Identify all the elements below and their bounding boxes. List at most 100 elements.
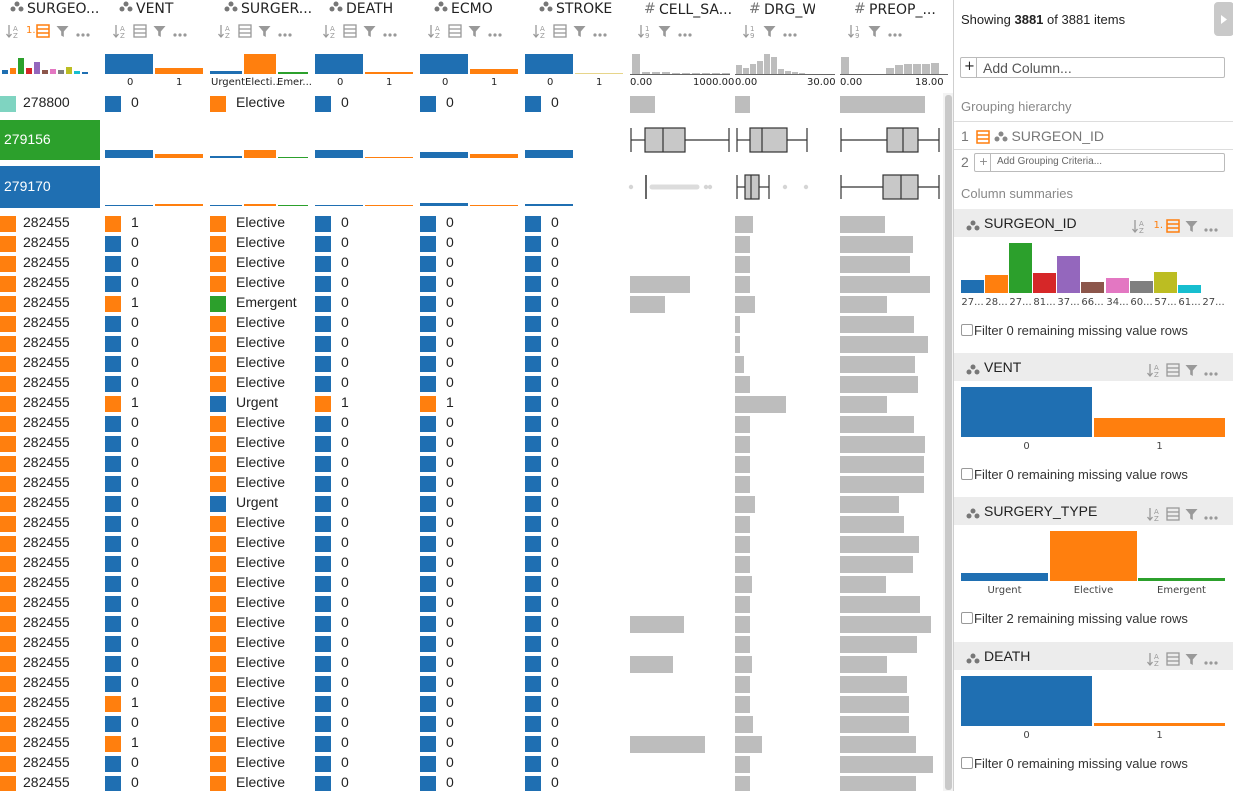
column-title[interactable]: STROKE — [539, 1, 631, 19]
histogram-bar[interactable] — [1130, 281, 1153, 293]
filter-icon[interactable] — [56, 23, 72, 39]
group-icon[interactable] — [1166, 651, 1182, 667]
table-row[interactable]: 282455 0 Elective 0 0 0 — [0, 373, 943, 393]
column-title[interactable]: # CELL_SA... — [644, 1, 738, 19]
more-icon[interactable] — [278, 23, 294, 39]
column-title[interactable]: DEATH — [329, 1, 421, 19]
add-grouping-input[interactable]: + Add Grouping Criteria... — [974, 153, 1225, 172]
column-title[interactable]: ECMO — [434, 1, 526, 19]
table-row[interactable]: 282455 1 Elective 0 0 0 — [0, 733, 943, 753]
histogram-bar[interactable] — [961, 676, 1092, 726]
column-title[interactable]: SURGEO... — [10, 1, 101, 19]
table-row[interactable]: 282455 0 Elective 0 0 0 — [0, 273, 943, 293]
table-row[interactable]: 282455 0 Elective 0 0 0 — [0, 573, 943, 593]
filter-icon[interactable] — [258, 23, 274, 39]
filter-checkbox[interactable] — [961, 324, 973, 336]
column-header-ecmo[interactable]: ECMO A Z — [420, 0, 523, 93]
histogram-bar[interactable] — [961, 573, 1048, 581]
filter-checkbox[interactable] — [961, 612, 973, 624]
filter-icon[interactable] — [363, 23, 379, 39]
more-icon[interactable] — [383, 23, 399, 39]
column-header-death[interactable]: DEATH A Z — [315, 0, 418, 93]
histogram-bar[interactable] — [1050, 531, 1137, 581]
histogram-bar[interactable] — [1094, 723, 1225, 726]
table-row[interactable]: 282455 0 Elective 0 0 0 — [0, 773, 943, 791]
group-icon[interactable] — [553, 23, 569, 39]
column-header-stroke[interactable]: STROKE A Z — [525, 0, 628, 93]
table-row[interactable]: 282455 0 Elective 0 0 0 — [0, 253, 943, 273]
table-row[interactable]: 282455 0 Elective 0 0 0 — [0, 533, 943, 553]
column-header-drg-weight[interactable]: #DRG_W... 19 — [735, 0, 815, 93]
histogram-bar[interactable] — [1057, 256, 1080, 293]
filter-icon[interactable] — [1185, 506, 1201, 522]
group-icon[interactable] — [133, 23, 149, 39]
missing-value-filter[interactable]: Filter 2 remaining missing value rows — [961, 611, 1188, 626]
column-header-surgeon-id[interactable]: SURGEO... A Z 1. — [0, 0, 102, 93]
table-row[interactable]: 282455 0 Elective 0 0 0 — [0, 353, 943, 373]
column-header-vent[interactable]: VENT A Z — [105, 0, 208, 93]
filter-icon[interactable] — [1185, 651, 1201, 667]
table-row[interactable]: 282455 0 Elective 0 0 0 — [0, 233, 943, 253]
group-icon[interactable] — [1166, 506, 1182, 522]
scrollbar-thumb[interactable] — [945, 95, 952, 790]
table-row[interactable]: 282455 0 Elective 0 0 0 — [0, 653, 943, 673]
collapse-panel-button[interactable] — [1214, 2, 1233, 36]
table-row[interactable]: 282455 0 Elective 0 0 0 — [0, 333, 943, 353]
table-row[interactable]: 282455 0 Elective 0 0 0 — [0, 433, 943, 453]
histogram-bar[interactable] — [1033, 273, 1056, 293]
more-icon[interactable] — [783, 23, 799, 39]
table-row[interactable]: 282455 0 Elective 0 0 0 — [0, 753, 943, 773]
filter-icon[interactable] — [658, 23, 674, 39]
column-header-cell-saver[interactable]: # CELL_SA... 1 9 — [630, 0, 735, 93]
table-row[interactable]: 282455 0 Elective 0 0 0 — [0, 413, 943, 433]
table-row[interactable]: 282455 0 Elective 0 0 0 — [0, 713, 943, 733]
column-title[interactable]: #DRG_W... — [749, 1, 815, 19]
group-icon[interactable] — [1166, 218, 1182, 234]
more-icon[interactable] — [488, 23, 504, 39]
filter-icon[interactable] — [1185, 218, 1201, 234]
table-row[interactable]: 278800 0 Elective 0 0 0 — [0, 93, 943, 113]
column-title[interactable]: SURGER... — [224, 1, 316, 19]
missing-value-filter[interactable]: Filter 0 remaining missing value rows — [961, 467, 1188, 482]
group-icon[interactable] — [35, 23, 52, 39]
group-icon[interactable] — [238, 23, 254, 39]
filter-icon[interactable] — [468, 23, 484, 39]
table-row[interactable]: 282455 0 Elective 0 0 0 — [0, 553, 943, 573]
more-icon[interactable] — [1204, 651, 1220, 667]
histogram-bar[interactable] — [1138, 578, 1225, 581]
histogram-bar[interactable] — [1106, 278, 1129, 293]
histogram-bar[interactable] — [961, 280, 984, 293]
more-icon[interactable] — [1204, 362, 1220, 378]
group-icon[interactable] — [448, 23, 464, 39]
filter-checkbox[interactable] — [961, 468, 973, 480]
missing-value-filter[interactable]: Filter 0 remaining missing value rows — [961, 323, 1188, 338]
histogram-bar[interactable] — [985, 275, 1008, 293]
filter-icon[interactable] — [868, 23, 884, 39]
filter-checkbox[interactable] — [961, 757, 973, 769]
table-row[interactable]: 282455 0 Elective 0 0 0 — [0, 633, 943, 653]
more-icon[interactable] — [1204, 506, 1220, 522]
group-row[interactable]: 279156 — [0, 120, 943, 160]
table-row[interactable]: 282455 1 Elective 0 0 0 — [0, 213, 943, 233]
group-icon[interactable] — [343, 23, 359, 39]
grouping-item-surgeon[interactable]: 1 SURGEON_ID — [961, 128, 1104, 148]
filter-icon[interactable] — [763, 23, 779, 39]
table-row[interactable]: 282455 0 Urgent 0 0 0 — [0, 493, 943, 513]
more-icon[interactable] — [75, 23, 92, 39]
table-row[interactable]: 282455 0 Elective 0 0 0 — [0, 673, 943, 693]
more-icon[interactable] — [173, 23, 189, 39]
more-icon[interactable] — [678, 23, 694, 39]
histogram-bar[interactable] — [1094, 418, 1225, 437]
